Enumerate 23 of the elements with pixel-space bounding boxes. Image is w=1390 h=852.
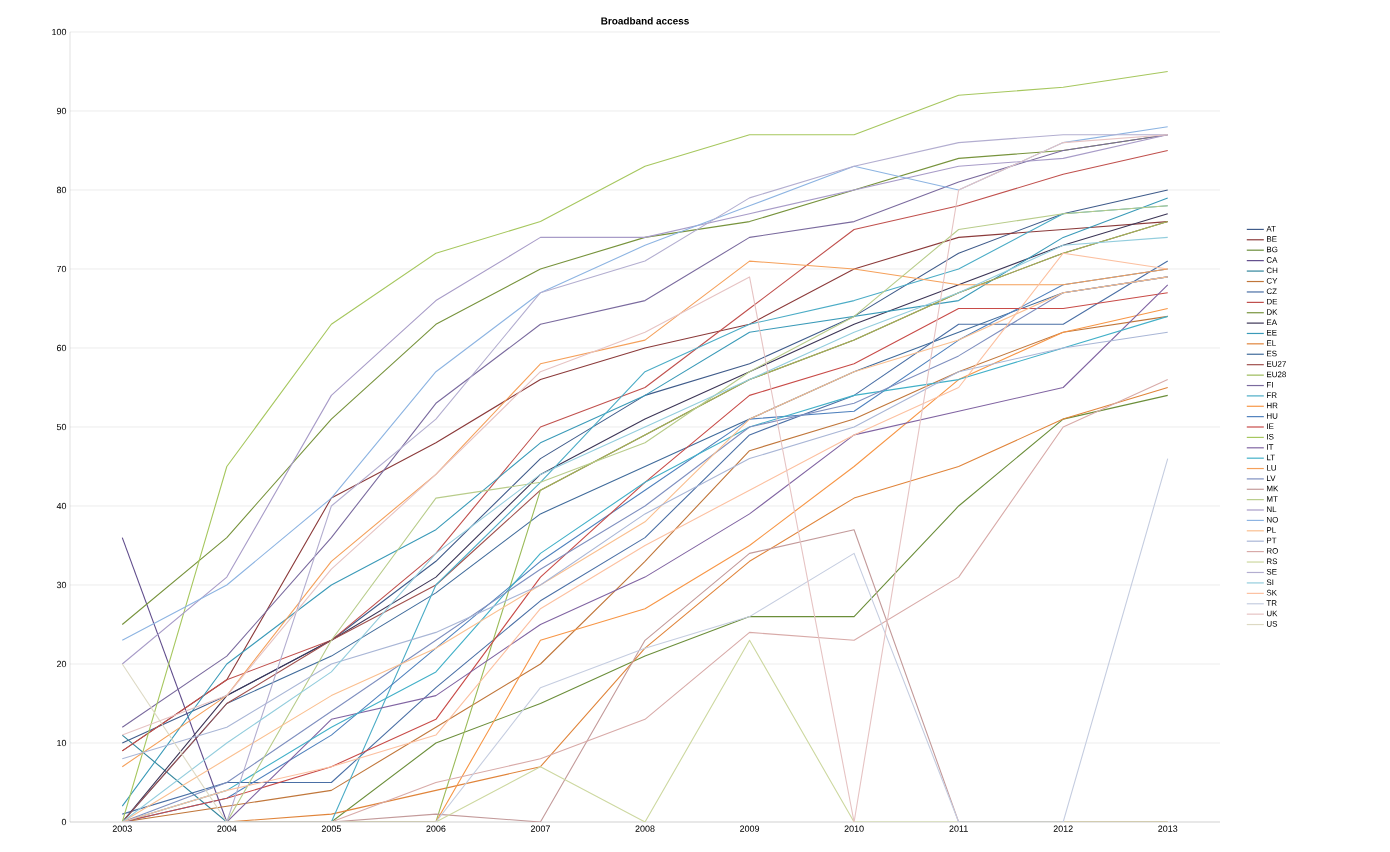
y-tick-label: 0 (61, 818, 67, 826)
y-tick-label: 10 (57, 739, 67, 747)
x-tick-label: 2010 (844, 825, 864, 832)
x-tick-label: 2012 (1053, 825, 1073, 832)
x-tick-label: 2003 (112, 825, 132, 832)
y-tick-label: 40 (56, 502, 67, 510)
y-tick-label: 90 (56, 107, 67, 115)
y-tick-label: 100 (52, 28, 67, 36)
x-tick-label: 2008 (635, 825, 655, 832)
x-tick-label: 2004 (217, 825, 237, 832)
y-tick-label: 20 (56, 660, 67, 668)
y-tick-label: 80 (56, 186, 67, 194)
y-tick-label: 30 (56, 581, 67, 589)
y-tick-label: 50 (56, 423, 67, 431)
x-tick-label: 2005 (321, 825, 341, 832)
chart-title: Broadband access (601, 17, 689, 25)
x-tick-label: 2009 (740, 825, 760, 832)
y-tick-label: 70 (56, 265, 67, 273)
y-tick-label: 60 (56, 344, 67, 352)
x-tick-label: 2013 (1158, 825, 1178, 832)
x-tick-label: 2011 (949, 825, 968, 832)
x-tick-label: 2007 (530, 825, 550, 832)
x-tick-label: 2006 (426, 825, 446, 832)
